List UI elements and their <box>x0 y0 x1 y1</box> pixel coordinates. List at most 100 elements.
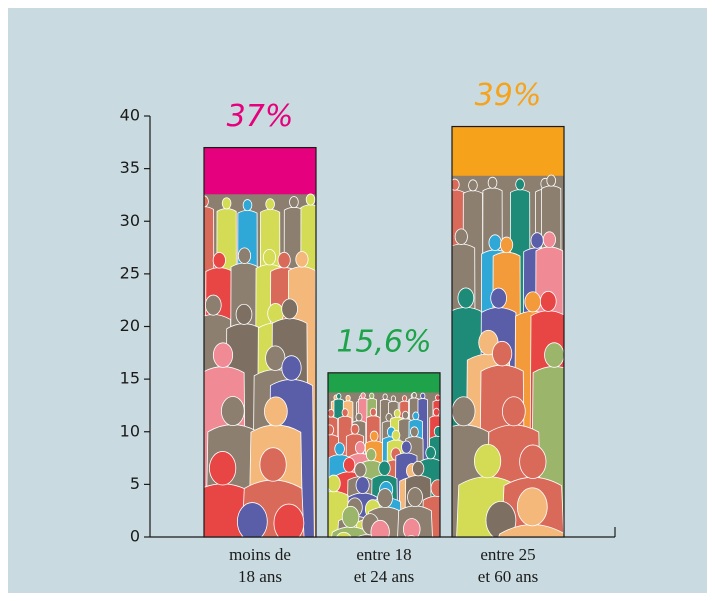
value-label: 15,6% <box>336 324 431 359</box>
crowd-head <box>516 487 548 527</box>
crowd-head <box>412 411 420 421</box>
bar-outline <box>327 372 441 538</box>
crowd-head <box>407 487 423 508</box>
crowd-head <box>488 234 502 251</box>
crowd-head <box>212 252 226 269</box>
y-tick-label: 35 <box>120 158 140 177</box>
crowd-head <box>402 518 421 537</box>
crowd <box>328 392 440 537</box>
y-tick-label: 5 <box>130 474 140 493</box>
crowd-head <box>432 407 440 417</box>
crowd-head <box>350 423 360 435</box>
crowd-head <box>490 287 507 309</box>
crowd-head <box>393 409 401 418</box>
crowd <box>204 193 316 537</box>
crowd-head <box>365 448 377 462</box>
crowd-head <box>433 426 440 437</box>
crowd-head <box>328 408 335 418</box>
y-tick-label: 30 <box>120 211 140 230</box>
crowd-head <box>264 396 288 427</box>
crowd-head <box>277 251 291 269</box>
crowd-head <box>468 179 478 192</box>
crowd-head <box>524 291 542 313</box>
value-label: 39% <box>475 78 542 113</box>
y-tick-label: 0 <box>130 527 140 546</box>
crowd-head <box>430 479 440 497</box>
crowd-head <box>265 198 275 211</box>
crowd-head <box>492 340 513 367</box>
crowd-head <box>401 410 409 420</box>
crowd-head <box>355 412 363 422</box>
y-tick-label: 20 <box>120 316 140 335</box>
crowd-head <box>487 176 498 189</box>
crowd-head <box>328 474 341 493</box>
crowd-head <box>500 236 514 254</box>
crowd-head <box>425 446 436 460</box>
crowd-head <box>544 342 564 368</box>
crowd-head <box>334 442 345 456</box>
crowd <box>452 174 564 538</box>
crowd-head <box>377 488 393 509</box>
crowd-head <box>235 303 253 325</box>
crowd-head <box>378 460 391 476</box>
crowd-head <box>354 441 366 455</box>
crowd-head <box>209 451 237 486</box>
crowd-head <box>515 178 525 191</box>
crowd-head <box>335 531 352 537</box>
crowd-head <box>341 408 349 417</box>
crowd-head <box>273 503 305 537</box>
crowd-head <box>411 392 417 399</box>
bar-outline <box>203 146 317 538</box>
crowd-head <box>343 457 356 473</box>
crowd-head <box>355 476 370 494</box>
crowd-head <box>435 394 440 401</box>
crowd-head <box>401 395 408 402</box>
crowd-head <box>452 178 460 191</box>
crowd-head <box>369 430 379 442</box>
x-tick-label: entre 18 <box>356 545 411 564</box>
crowd-head <box>391 429 401 441</box>
crowd-head <box>341 505 360 528</box>
crowd-head <box>369 392 375 399</box>
x-tick-label: moins de <box>229 545 291 564</box>
value-label: 37% <box>227 99 294 134</box>
crowd-head <box>454 228 468 245</box>
crowd-head <box>242 199 253 212</box>
crowd-head <box>542 231 556 248</box>
crowd-head <box>345 394 351 402</box>
crowd-head <box>401 440 412 454</box>
crowd-head <box>530 232 544 249</box>
crowd-head <box>289 196 299 209</box>
crowd-head <box>501 396 526 427</box>
crowd-head <box>539 290 557 312</box>
crowd-head <box>204 294 222 316</box>
crowd-head <box>221 197 232 210</box>
crowd-head <box>485 500 517 538</box>
crowd-head <box>336 393 342 400</box>
crowd-head <box>281 355 302 381</box>
x-tick-label: et 60 ans <box>478 567 538 586</box>
crowd-head <box>295 251 309 268</box>
crowd-head <box>360 392 366 399</box>
crowd-head <box>420 392 426 400</box>
crowd-head <box>473 443 502 479</box>
x-tick-label: 18 ans <box>238 567 282 586</box>
crowd-head <box>236 502 268 537</box>
crowd-head <box>354 462 367 478</box>
x-tick-label: entre 25 <box>480 545 535 564</box>
crowd-head <box>457 287 475 309</box>
crowd-head <box>370 519 390 537</box>
crowd-head <box>410 426 419 438</box>
y-tick-label: 25 <box>120 263 140 282</box>
crowd-head <box>220 396 245 427</box>
crowd-head <box>262 248 277 266</box>
crowd-head <box>259 447 287 482</box>
crowd-head <box>281 298 298 320</box>
y-tick-label: 15 <box>120 369 140 388</box>
x-tick-label: et 24 ans <box>354 567 414 586</box>
crowd-head <box>412 460 425 477</box>
y-tick-label: 10 <box>120 421 140 440</box>
crowd-head <box>265 345 286 371</box>
